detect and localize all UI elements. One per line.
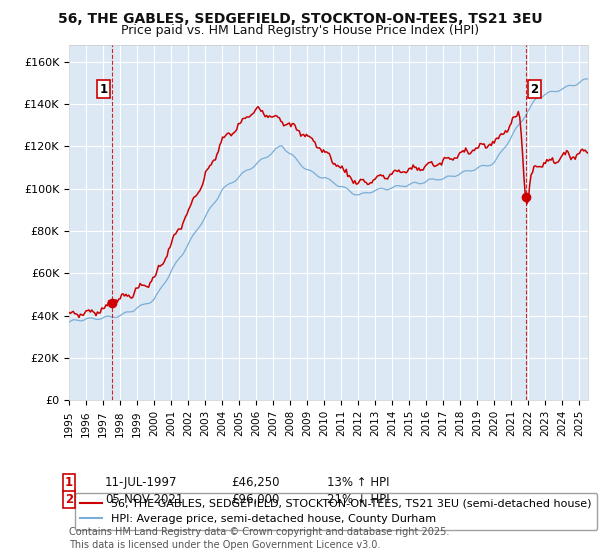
Text: 1: 1 — [65, 476, 73, 489]
Text: Contains HM Land Registry data © Crown copyright and database right 2025.
This d: Contains HM Land Registry data © Crown c… — [69, 527, 449, 550]
Text: 13% ↑ HPI: 13% ↑ HPI — [327, 476, 389, 489]
Legend: 56, THE GABLES, SEDGEFIELD, STOCKTON-ON-TEES, TS21 3EU (semi-detached house), HP: 56, THE GABLES, SEDGEFIELD, STOCKTON-ON-… — [74, 493, 597, 530]
Text: 2: 2 — [65, 493, 73, 506]
Text: Price paid vs. HM Land Registry's House Price Index (HPI): Price paid vs. HM Land Registry's House … — [121, 24, 479, 36]
Text: 1: 1 — [100, 83, 107, 96]
Text: £46,250: £46,250 — [231, 476, 280, 489]
Text: 05-NOV-2021: 05-NOV-2021 — [105, 493, 184, 506]
Text: 21% ↓ HPI: 21% ↓ HPI — [327, 493, 389, 506]
Text: 11-JUL-1997: 11-JUL-1997 — [105, 476, 178, 489]
Text: 2: 2 — [530, 83, 538, 96]
Text: 56, THE GABLES, SEDGEFIELD, STOCKTON-ON-TEES, TS21 3EU: 56, THE GABLES, SEDGEFIELD, STOCKTON-ON-… — [58, 12, 542, 26]
Text: £96,000: £96,000 — [231, 493, 280, 506]
